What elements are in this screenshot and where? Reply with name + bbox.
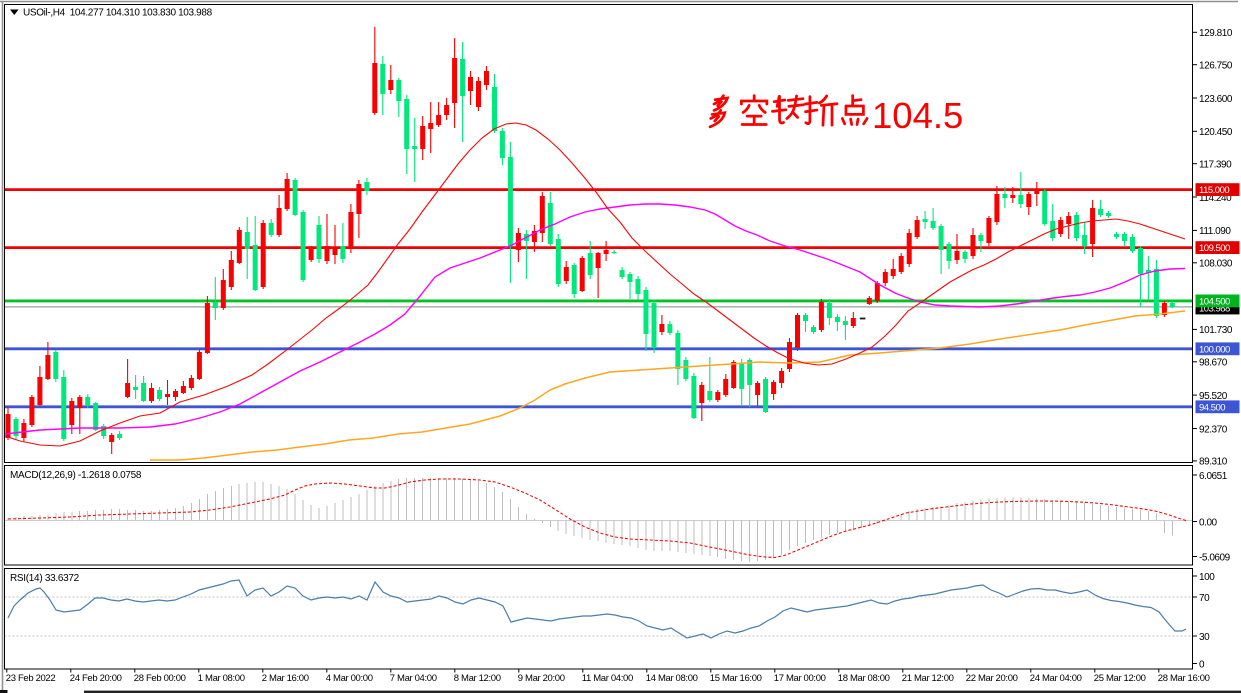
svg-text:100: 100 <box>1199 572 1215 583</box>
svg-text:103.988: 103.988 <box>1199 304 1230 315</box>
svg-text:120.450: 120.450 <box>1199 127 1233 138</box>
svg-text:8 Mar 12:00: 8 Mar 12:00 <box>454 673 501 684</box>
svg-text:21 Mar 12:00: 21 Mar 12:00 <box>902 673 954 684</box>
svg-text:23 Feb 2022: 23 Feb 2022 <box>6 673 56 684</box>
svg-text:0: 0 <box>1199 659 1205 670</box>
svg-text:104.5: 104.5 <box>872 95 963 136</box>
svg-text:101.730: 101.730 <box>1199 325 1233 336</box>
svg-text:25 Mar 12:00: 25 Mar 12:00 <box>1094 673 1146 684</box>
svg-text:9 Mar 20:00: 9 Mar 20:00 <box>518 673 565 684</box>
svg-text:6.0651: 6.0651 <box>1199 471 1228 482</box>
svg-text:92.370: 92.370 <box>1199 424 1228 435</box>
svg-text:14 Mar 08:00: 14 Mar 08:00 <box>646 673 698 684</box>
svg-text:98.670: 98.670 <box>1199 358 1228 369</box>
svg-text:-5.0609: -5.0609 <box>1199 552 1231 563</box>
svg-text:123.600: 123.600 <box>1199 94 1233 105</box>
svg-text:RSI(14) 33.6372: RSI(14) 33.6372 <box>10 573 80 584</box>
svg-text:115.000: 115.000 <box>1199 185 1229 196</box>
svg-text:30: 30 <box>1199 632 1210 643</box>
svg-text:104.500: 104.500 <box>1199 297 1230 308</box>
svg-text:114.240: 114.240 <box>1199 193 1232 204</box>
svg-text:70: 70 <box>1199 593 1210 604</box>
svg-text:22 Mar 20:00: 22 Mar 20:00 <box>966 673 1018 684</box>
svg-text:4 Mar 00:00: 4 Mar 00:00 <box>326 673 373 684</box>
svg-text:24 Mar 04:00: 24 Mar 04:00 <box>1030 673 1082 684</box>
svg-text:108.030: 108.030 <box>1199 259 1233 270</box>
svg-text:129.810: 129.810 <box>1199 28 1233 39</box>
svg-text:89.310: 89.310 <box>1199 457 1228 468</box>
svg-text:USOil-,H4 104.277 104.310 103: USOil-,H4 104.277 104.310 103.830 103.98… <box>23 8 213 19</box>
svg-text:111.090: 111.090 <box>1199 226 1231 237</box>
svg-text:MACD(12,26,9) -1.2618 0.0758: MACD(12,26,9) -1.2618 0.0758 <box>10 470 142 481</box>
svg-text:109.500: 109.500 <box>1199 243 1230 254</box>
svg-text:18 Mar 08:00: 18 Mar 08:00 <box>838 673 890 684</box>
svg-text:28 Feb 00:00: 28 Feb 00:00 <box>134 673 186 684</box>
svg-text:11 Mar 04:00: 11 Mar 04:00 <box>582 673 633 684</box>
svg-text:17 Mar 00:00: 17 Mar 00:00 <box>774 673 826 684</box>
svg-text:7 Mar 04:00: 7 Mar 04:00 <box>390 673 437 684</box>
svg-text:94.500: 94.500 <box>1199 402 1225 413</box>
svg-text:126.750: 126.750 <box>1199 61 1233 72</box>
svg-text:95.520: 95.520 <box>1199 391 1228 402</box>
svg-text:15 Mar 16:00: 15 Mar 16:00 <box>710 673 762 684</box>
svg-text:1 Mar 08:00: 1 Mar 08:00 <box>198 673 245 684</box>
svg-text:117.390: 117.390 <box>1199 160 1232 171</box>
svg-text:28 Mar 16:00: 28 Mar 16:00 <box>1158 673 1210 684</box>
svg-text:24 Feb 20:00: 24 Feb 20:00 <box>70 673 122 684</box>
svg-text:100.000: 100.000 <box>1199 344 1230 355</box>
svg-text:0.00: 0.00 <box>1199 517 1218 528</box>
svg-text:2 Mar 16:00: 2 Mar 16:00 <box>262 673 309 684</box>
